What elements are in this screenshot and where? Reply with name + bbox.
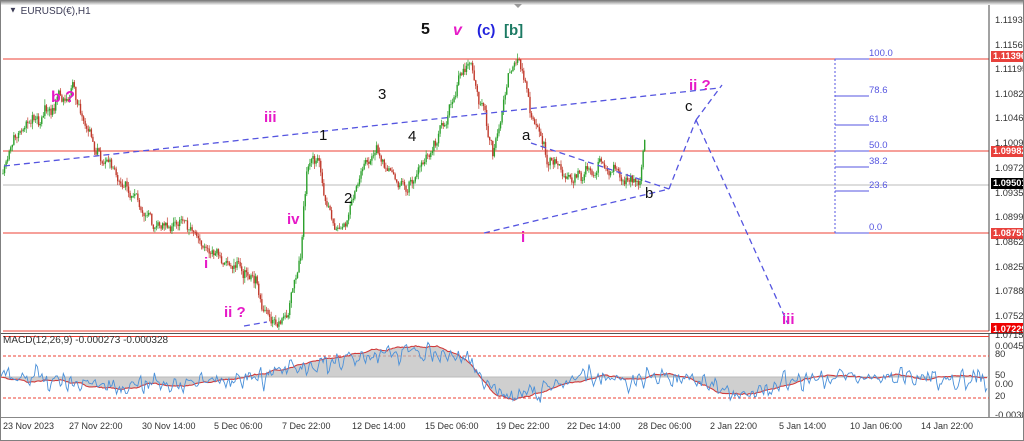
svg-text:61.8: 61.8 bbox=[869, 114, 888, 125]
svg-text:78.6: 78.6 bbox=[869, 85, 888, 96]
svg-text:0.0: 0.0 bbox=[869, 222, 882, 233]
svg-text:100.0: 100.0 bbox=[869, 48, 893, 59]
svg-text:38.2: 38.2 bbox=[869, 156, 888, 167]
svg-text:50.0: 50.0 bbox=[869, 140, 888, 151]
svg-text:23.6: 23.6 bbox=[869, 180, 888, 191]
